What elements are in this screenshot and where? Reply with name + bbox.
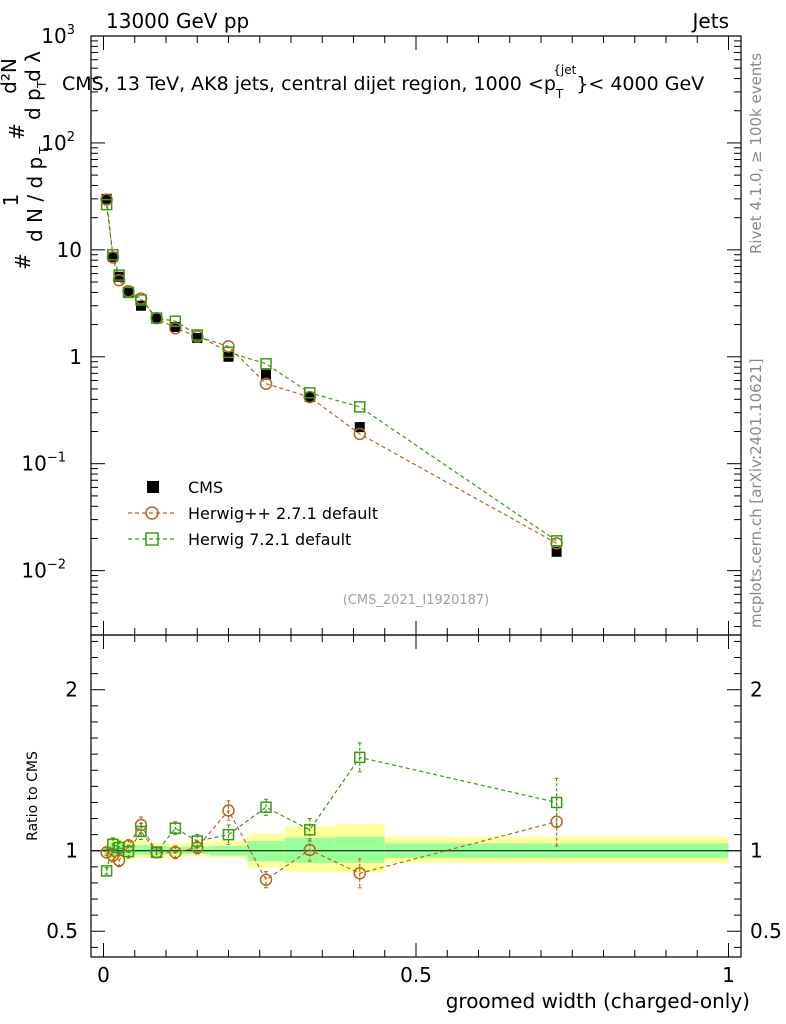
ratio-herwig7-point: [169, 822, 182, 834]
series-markers: [100, 193, 563, 889]
cms-point: [354, 422, 365, 433]
y-tick-label: 103: [41, 23, 75, 48]
herwig7-point: [122, 286, 135, 299]
ratio-herwigpp-point: [303, 843, 316, 857]
y-tick-label: 10−1: [21, 451, 66, 476]
herwig7-point: [191, 329, 203, 341]
series-line: [106, 204, 557, 542]
x-tick-label: 0.5: [400, 963, 432, 987]
ratio-y-title: Ratio to CMS: [25, 751, 41, 841]
cms-point: [551, 546, 562, 557]
herwig7-point: [222, 346, 235, 359]
cms-point: [107, 251, 118, 262]
ratio-y-tick-label: 1: [65, 839, 78, 863]
y-title-sub-t1: T: [37, 146, 51, 155]
herwig7-point: [260, 358, 272, 370]
ratio-herwigpp-point: [259, 873, 273, 886]
axis-text: 0 0.5 1 10−2 10−1 1 10 102 103 0.5 0.5 1 1 2 2: [21, 23, 781, 987]
ratio-herwigpp-point: [100, 846, 113, 859]
cms-point: [192, 332, 203, 343]
ratio-herwig7-point: [260, 801, 272, 814]
y-title-frac1-den: d N / d p: [23, 157, 47, 242]
plot-title: CMS, 13 TeV, AK8 jets, central dijet reg…: [62, 63, 704, 101]
herwig7-point: [150, 312, 163, 324]
herwig7-point: [354, 401, 366, 413]
ratio-herwig7-point: [191, 835, 203, 847]
herwig7-point: [550, 535, 563, 547]
ratio-herwigpp-point: [353, 867, 366, 880]
ratio-herwig7-point: [550, 796, 563, 809]
analysis-watermark: (CMS_2021_I1920187): [343, 593, 490, 608]
y-tick-label: 10−2: [21, 558, 66, 583]
plot-title-sub: T: [555, 87, 564, 101]
plot-title-main: CMS, 13 TeV, AK8 jets, central dijet reg…: [62, 73, 556, 95]
herwig7-point: [135, 294, 147, 306]
legend-herwigpp-marker: [145, 506, 159, 520]
rivet-label: Rivet 4.1.0, ≥ 100k events: [747, 53, 765, 254]
ratio-y-tick-label-right: 1: [750, 839, 763, 863]
herwigpp-point: [259, 377, 273, 390]
herwig7-point: [113, 269, 125, 281]
x-axis-title: groomed width (charged-only): [446, 989, 750, 1013]
y-title-frac2-den: d p d λ: [21, 51, 45, 120]
y-title-hash-2: #: [5, 123, 29, 140]
header-right: Jets: [691, 9, 729, 33]
herwig7-point: [100, 198, 113, 211]
herwigpp-point: [353, 427, 366, 441]
plot-title-sup: {jet: [553, 63, 576, 77]
cms-point: [151, 313, 162, 324]
ratio-y-tick-label-right: 2: [750, 678, 763, 702]
legend-herwigpp-label: Herwig++ 2.7.1 default: [188, 504, 378, 523]
x-tick-label: 1: [722, 963, 735, 987]
herwig7-point: [107, 248, 119, 261]
cms-point: [101, 193, 112, 204]
y-title-hash-1: #: [11, 253, 35, 270]
herwigpp-point: [169, 321, 182, 335]
cms-point: [136, 300, 146, 311]
legend-herwig7-label: Herwig 7.2.1 default: [188, 530, 351, 549]
y-tick-label: 102: [41, 130, 75, 155]
y-tick-label: 10: [57, 238, 82, 262]
ratio-herwig7-point: [122, 845, 135, 858]
ratio-herwig7-point: [304, 824, 316, 836]
ratio-frame: [90, 634, 742, 958]
ratio-herwig7-point: [354, 751, 366, 764]
ratio-herwigpp-point: [222, 804, 235, 817]
axes-frames: [90, 35, 742, 958]
ratio-herwig7-point: [150, 846, 163, 859]
ratio-y-tick-label: 0.5: [46, 919, 78, 943]
band-inner-bin: [116, 843, 123, 856]
ratio-herwigpp-point: [112, 854, 126, 867]
legend-cms-label: CMS: [188, 478, 223, 497]
y-tick-label: 1: [69, 345, 82, 369]
x-tick-label: 0: [97, 963, 110, 987]
y-title-sub-t2: T: [35, 80, 49, 89]
legend: CMS Herwig++ 2.7.1 default Herwig 7.2.1 …: [128, 478, 378, 549]
plot-title-post: }< 4000 GeV: [576, 73, 704, 95]
y-title-frac1-num: 1: [0, 194, 23, 207]
cms-point: [261, 369, 271, 380]
header-left: 13000 GeV pp: [106, 9, 249, 33]
ratio-herwigpp-point: [169, 846, 182, 859]
band-inner-bin: [134, 845, 148, 855]
legend-cms-marker: [147, 481, 159, 493]
herwigpp-point: [222, 340, 235, 353]
ratio-herwig7-point: [135, 825, 147, 838]
cms-point: [114, 271, 125, 282]
ratio-y-tick-label-right: 0.5: [750, 919, 782, 943]
ratio-herwig7-point: [100, 865, 113, 877]
ratio-herwig7-point: [222, 828, 235, 841]
main-y-axis-title: # 1 d N / d p T # d²N d p d λ T: [0, 51, 51, 270]
ratio-herwig7-point: [107, 838, 119, 851]
cms-point: [123, 287, 134, 298]
mcplots-label: mcplots.cern.ch [arXiv:2401.10621]: [747, 358, 765, 628]
series-line: [106, 199, 557, 544]
y-title-frac2-num: d²N: [0, 58, 21, 94]
herwig7-point: [304, 387, 316, 399]
legend-herwig7-marker: [145, 532, 159, 546]
cms-point: [304, 392, 315, 403]
herwig7-point: [169, 315, 182, 327]
ratio-y-tick-label: 2: [65, 678, 78, 702]
